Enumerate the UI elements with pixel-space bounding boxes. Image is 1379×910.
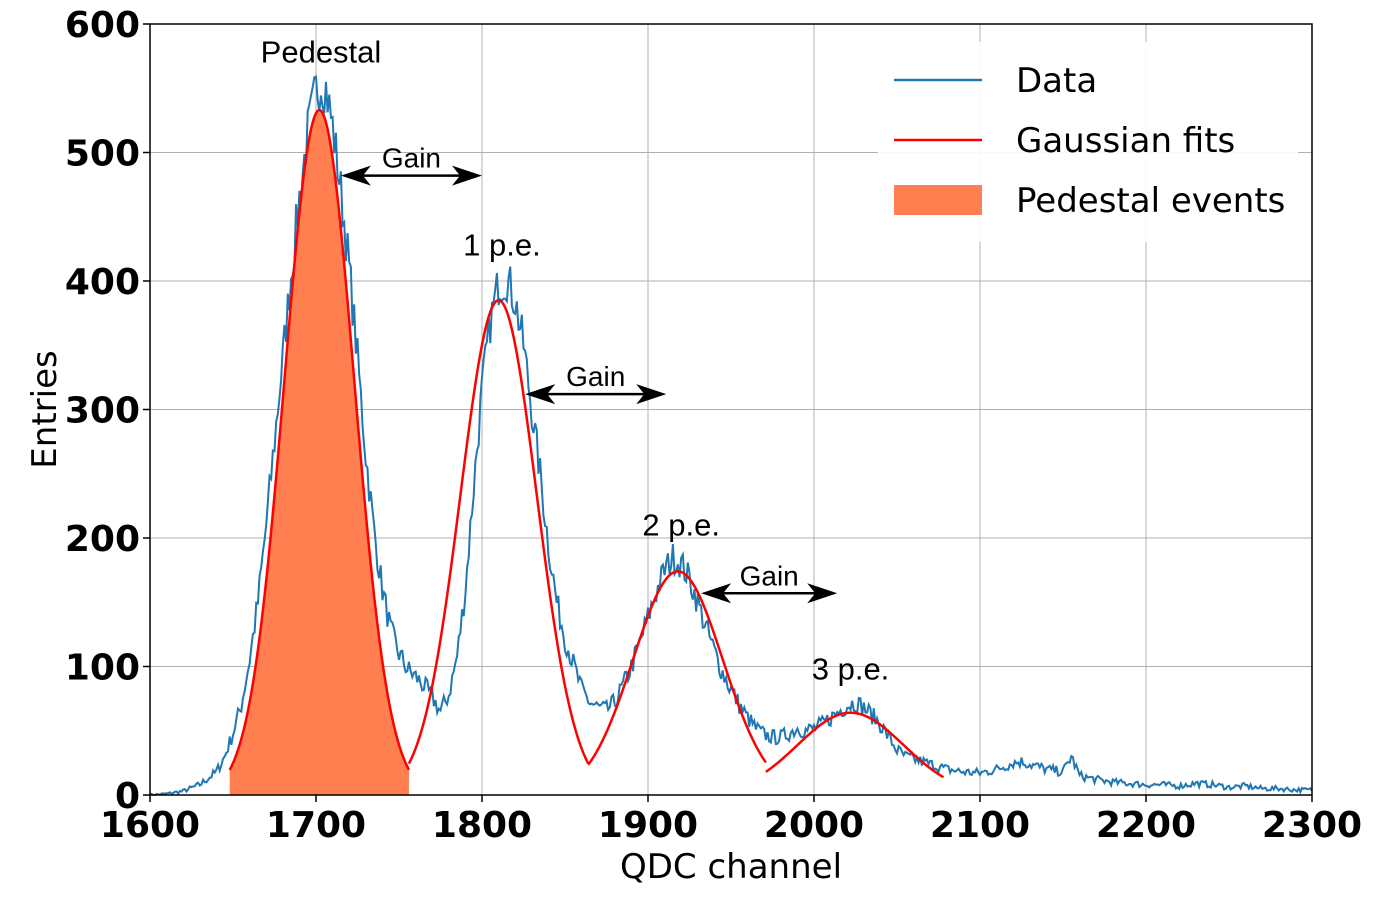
gain-label: Gain [740,560,799,591]
x-axis-label: QDC channel [620,847,842,887]
legend-entry: Pedestal events [894,181,1285,221]
x-tick-label: 1700 [266,805,366,846]
legend-entry: Gaussian fits [894,121,1235,161]
gain-arrow-head-right [636,384,667,405]
peak-annotation: Pedestal [261,35,382,70]
y-tick-label: 100 [65,648,140,689]
legend-label: Pedestal events [1016,181,1285,221]
gain-arrow-head-right [452,165,482,186]
annotations: Pedestal 1 p.e. 2 p.e. 3 p.e. [261,35,890,687]
gain-arrow: Gain [525,361,667,405]
gain-arrow-head-right [807,583,838,604]
gain-arrow-head-left [525,384,556,405]
x-tick-label: 2200 [1096,805,1196,846]
x-tick-label: 1600 [100,805,200,846]
axis-ticks: 1600 1700 1800 1900 2000 2100 2200 2300 0 100 200 3… [65,5,1362,846]
gain-arrow-head-left [701,583,732,604]
legend-label: Data [1016,61,1097,101]
peak-annotation: 1 p.e. [463,227,541,262]
x-tick-label: 1900 [598,805,698,846]
gain-arrow: Gain [701,560,838,604]
gaussian-fit-curve [407,299,590,765]
gain-label: Gain [566,361,625,392]
gaussian-fit-curve [765,711,945,779]
y-tick-label: 300 [65,391,140,432]
x-tick-label: 2000 [764,805,864,846]
x-tick-label: 2300 [1262,805,1362,846]
legend-entry: Data [894,61,1097,101]
peak-annotation: 2 p.e. [642,507,720,542]
pedestal-fill-layer [229,110,409,796]
gaussian-fit-curve [587,570,767,766]
x-tick-label: 2100 [930,805,1030,846]
gaussian-fit-curve [228,108,411,771]
gain-label: Gain [382,143,441,174]
y-tick-label: 200 [65,519,140,560]
gain-arrow-head-left [340,165,371,186]
peak-annotation: 3 p.e. [812,651,890,686]
legend: Data Gaussian fits Pedestal events [878,42,1298,242]
legend-label: Gaussian fits [1016,121,1235,161]
gain-arrows: Gain Gain Gain [340,143,838,604]
pedestal-events-fill [229,110,409,796]
gain-arrow: Gain [340,143,482,186]
legend-patch-swatch [894,185,982,215]
y-axis-label: Entries [25,350,65,468]
x-tick-label: 1800 [432,805,532,846]
y-tick-label: 500 [65,134,140,175]
y-tick-label: 400 [65,262,140,303]
y-tick-label: 0 [115,776,140,817]
gaussian-fit-layer [228,108,945,779]
y-tick-label: 600 [65,5,140,46]
